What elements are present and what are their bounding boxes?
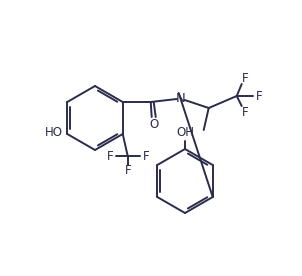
- Text: F: F: [106, 150, 113, 163]
- Text: F: F: [124, 163, 131, 176]
- Text: F: F: [143, 150, 149, 163]
- Text: O: O: [149, 118, 158, 131]
- Text: N: N: [176, 92, 186, 105]
- Text: F: F: [241, 105, 248, 118]
- Text: F: F: [241, 71, 248, 84]
- Text: F: F: [255, 89, 262, 102]
- Text: HO: HO: [45, 126, 63, 139]
- Text: OH: OH: [176, 126, 194, 139]
